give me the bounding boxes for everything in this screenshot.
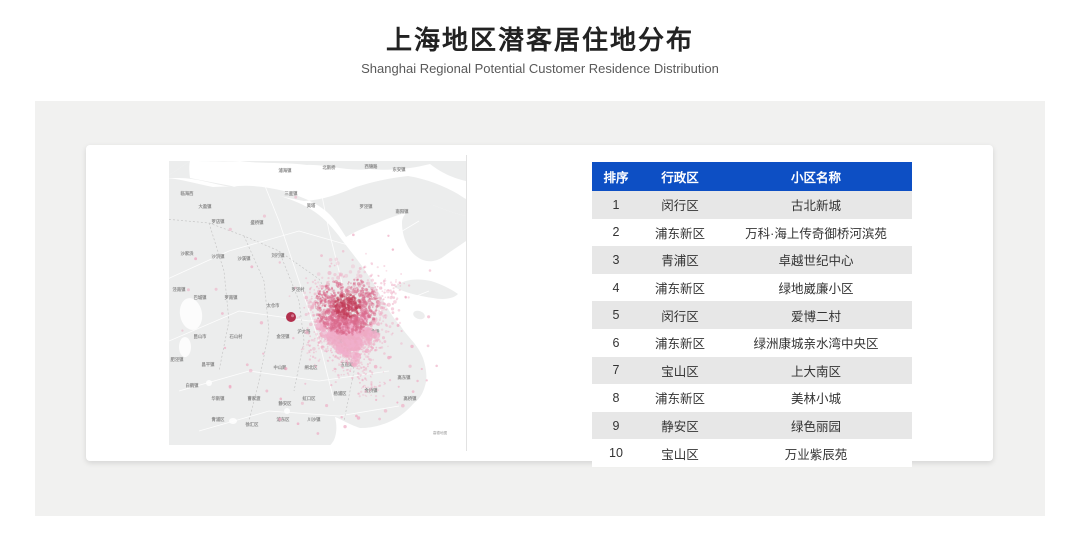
svg-text:大盈镇: 大盈镇 bbox=[199, 203, 213, 210]
svg-text:盛桥镇: 盛桥镇 bbox=[251, 219, 265, 226]
svg-text:沙溪镇: 沙溪镇 bbox=[238, 255, 252, 262]
svg-text:杨浦区: 杨浦区 bbox=[334, 390, 348, 397]
svg-text:青浦区: 青浦区 bbox=[212, 416, 226, 423]
svg-text:沙家浜: 沙家浜 bbox=[181, 250, 195, 257]
svg-text:罗泾镇: 罗泾镇 bbox=[360, 203, 374, 210]
svg-text:太仓市: 太仓市 bbox=[266, 302, 281, 309]
svg-text:曹家渡: 曹家渡 bbox=[248, 395, 262, 402]
svg-text:东安镇: 东安镇 bbox=[393, 166, 407, 173]
svg-text:高桥镇: 高桥镇 bbox=[404, 395, 418, 402]
svg-text:北新桥: 北新桥 bbox=[323, 164, 337, 171]
svg-text:刘行镇: 刘行镇 bbox=[272, 252, 286, 259]
svg-text:西锦路: 西锦路 bbox=[365, 163, 379, 170]
svg-text:高东镇: 高东镇 bbox=[398, 374, 412, 381]
svg-text:静安区: 静安区 bbox=[279, 400, 293, 407]
svg-text:罗泾村: 罗泾村 bbox=[292, 286, 306, 293]
svg-text:肥泾镇: 肥泾镇 bbox=[171, 356, 185, 363]
svg-text:昌平镇: 昌平镇 bbox=[202, 361, 216, 368]
svg-text:川沙镇: 川沙镇 bbox=[307, 416, 322, 423]
svg-text:罗南镇: 罗南镇 bbox=[225, 294, 239, 301]
svg-text:金泾镇: 金泾镇 bbox=[276, 333, 291, 340]
svg-text:巴城镇: 巴城镇 bbox=[194, 294, 208, 301]
svg-text:南阳镇: 南阳镇 bbox=[396, 208, 410, 215]
svg-text:浦海镇: 浦海镇 bbox=[279, 167, 293, 174]
svg-text:临海西: 临海西 bbox=[181, 190, 195, 197]
svg-text:徐汇区: 徐汇区 bbox=[245, 421, 260, 428]
svg-text:石山村: 石山村 bbox=[229, 333, 244, 340]
svg-text:沙洪镇: 沙洪镇 bbox=[212, 253, 226, 260]
svg-text:昆山市: 昆山市 bbox=[194, 333, 208, 340]
svg-text:虹口区: 虹口区 bbox=[303, 395, 317, 402]
svg-text:华新镇: 华新镇 bbox=[212, 395, 226, 402]
svg-text:高德地图: 高德地图 bbox=[433, 430, 448, 435]
svg-text:吴塔: 吴塔 bbox=[307, 202, 316, 209]
svg-text:泾南镇: 泾南镇 bbox=[173, 286, 187, 293]
svg-text:白鹤镇: 白鹤镇 bbox=[186, 382, 200, 389]
svg-text:罗店镇: 罗店镇 bbox=[212, 218, 226, 225]
